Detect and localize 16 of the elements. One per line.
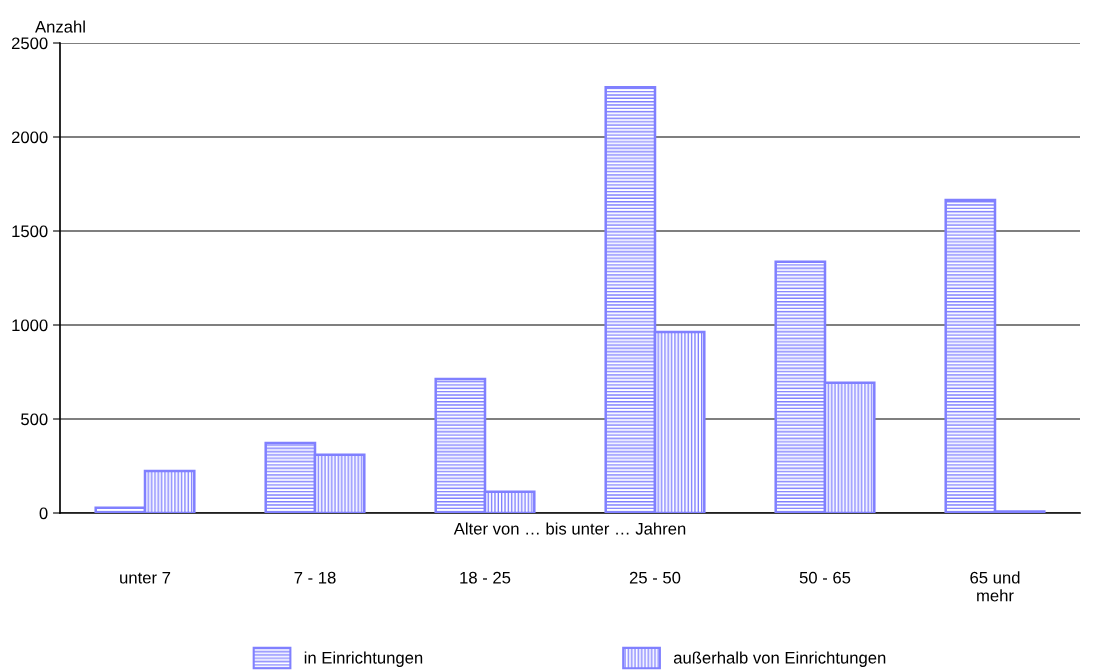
legend-label: in Einrichtungen: [304, 651, 423, 667]
y-tick-label: 500: [21, 413, 48, 426]
x-axis-title: Alter von … bis unter … Jahren: [453, 522, 686, 535]
y-axis-title: Anzahl: [35, 20, 85, 33]
y-tick-label: 0: [39, 507, 48, 520]
x-tick-label: 18 - 25: [460, 571, 511, 584]
x-tick-label: unter 7: [120, 571, 171, 584]
y-tick-label: 1000: [12, 319, 48, 332]
y-tick-label: 2000: [11, 131, 48, 144]
legend-label: außerhalb von Einrichtungen: [673, 651, 886, 667]
x-tick-label: 25 - 50: [629, 571, 681, 584]
x-tick-label: 50 - 65: [799, 571, 851, 584]
y-tick-label: 1500: [12, 225, 48, 238]
y-tick-label: 2500: [11, 37, 48, 50]
x-tick-label: 7 - 18: [294, 571, 336, 584]
x-tick-label: 65 und mehr: [970, 571, 1020, 602]
